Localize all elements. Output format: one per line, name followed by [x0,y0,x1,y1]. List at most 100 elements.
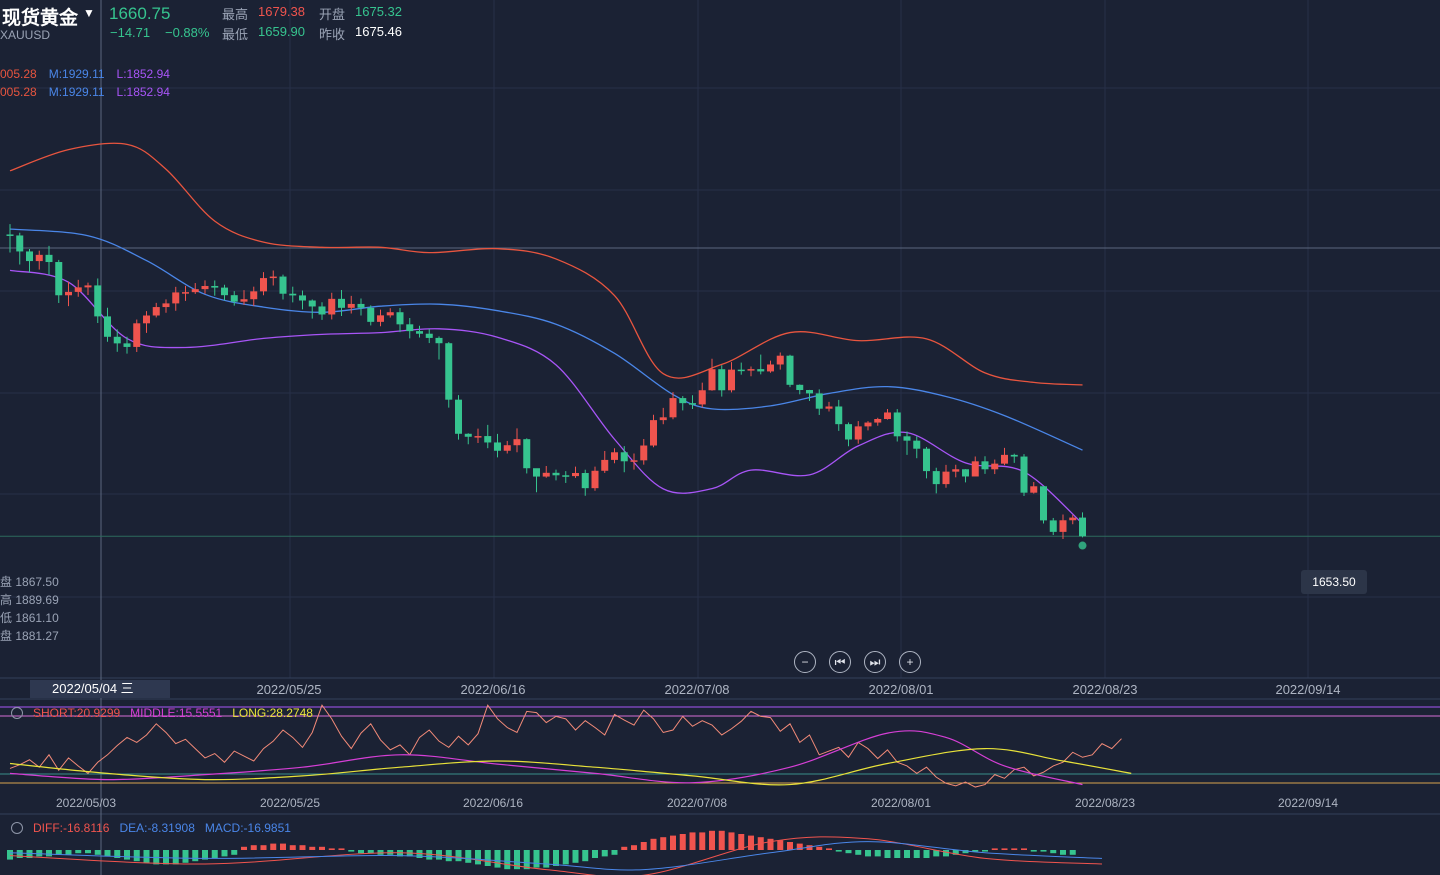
boll-lower-value: L:1852.94 [116,67,170,81]
candle-body [737,369,745,372]
candle-body [581,473,589,489]
candle-body [445,343,453,400]
candle-body [776,355,784,365]
macd-bar [1069,850,1076,855]
boll-upper-value: 005.28 [0,67,37,81]
candle-body [416,331,423,334]
ma-short-line [9,704,1122,788]
macd-bar [709,830,715,850]
macd-bar [874,850,881,857]
macd-bar [299,845,306,850]
candle-body [864,422,872,427]
candle-body [806,390,813,394]
macd-bar [923,850,930,858]
macd-bar [163,850,169,865]
candle-body [503,445,511,451]
prev-close-value: 1675.46 [355,24,402,39]
candle-body [367,307,375,322]
candle-body [182,292,189,294]
candle-body [26,251,33,262]
macd-bar [260,845,267,850]
candle-body [971,461,979,477]
candle-body [913,440,921,449]
candle-body [640,445,648,461]
settings-gear-icon[interactable] [11,822,23,834]
macd-bar [670,835,676,850]
candle-body [65,291,72,296]
candle-body [1010,454,1018,457]
ohlc-close-label: 盘 [0,629,13,643]
macd-bar [913,850,920,858]
x-date-label: 2022/09/14 [1275,682,1341,697]
sub-x-date-label: 2022/08/01 [870,796,932,810]
symbol-name[interactable]: 现货黄金 [2,8,79,29]
macd-bar [26,850,33,858]
macd-dea-value: DEA:-8.31908 [119,821,195,835]
ohlc-low-label: 低 [0,611,13,625]
boll-upper-value: 005.28 [0,85,37,99]
sub-x-date-label: 2022/07/08 [666,796,728,810]
macd-bar [465,850,472,863]
macd-bar [65,850,72,855]
ma-indicator-legend: SHORT:20.9299 MIDDLE:15.5551 LONG:28.2748 [11,706,323,720]
macd-value: MACD:-16.9851 [204,821,291,835]
scroll-start-button[interactable]: ⏮ [829,651,851,673]
macd-bar [7,850,13,860]
macd-bar [650,838,657,850]
candle-body [991,463,999,470]
macd-bar [494,850,501,868]
macd-bar [514,850,520,870]
candle-body [425,333,433,338]
boll-mid-value: M:1929.11 [48,67,105,81]
candle-body [698,390,706,405]
scroll-end-button[interactable]: ⏭ [864,651,886,673]
macd-bar [640,842,647,850]
ohlc-high-row: 高 1889.69 [0,591,59,608]
macd-bar [319,846,325,850]
ma-long-value: LONG:28.2748 [232,706,313,720]
candle-body [250,291,258,300]
macd-bar [455,850,462,862]
macd-bar [621,846,628,850]
candle-body [338,298,345,308]
macd-bar [748,835,754,850]
settings-gear-icon[interactable] [11,707,23,719]
zoom-in-button[interactable]: + [899,651,921,673]
candle-body [835,406,843,425]
ohlc-high-label: 高 [0,593,13,607]
candle-body [884,412,891,420]
candle-body [689,403,696,405]
candle-body [533,468,540,477]
macd-bar [972,850,979,852]
candle-body [435,337,443,344]
ohlc-high-value: 1889.69 [15,593,59,607]
candle-body [620,452,628,462]
x-date-label: 2022/07/08 [664,682,730,697]
candle-body [191,289,199,293]
macd-bar [124,850,130,860]
candle-body [221,287,228,296]
ohlc-open-row: 盘 1867.50 [0,573,59,590]
macd-bar [884,850,891,858]
candle-body [562,475,570,477]
sub-x-date-label: 2022/05/03 [55,796,117,810]
x-date-label: 2022/08/01 [868,682,934,697]
boll-mid-line [9,228,1083,451]
macd-bar [1030,850,1037,852]
candle-body [260,278,267,292]
symbol-dropdown-caret-icon[interactable]: ▼ [83,6,95,20]
candle-body [494,442,501,451]
candle-body [55,262,63,296]
zoom-out-button[interactable]: − [794,651,816,673]
candle-body [718,369,726,391]
macd-bar [962,850,969,854]
candle-body [299,295,306,301]
candle-body [611,452,618,460]
ma-long-line [9,747,1132,786]
candle-body [942,471,950,485]
macd-diff-value: DIFF:-16.8116 [33,821,110,835]
macd-bar [865,850,871,857]
macd-bar [592,850,598,858]
candle-body [377,315,384,322]
